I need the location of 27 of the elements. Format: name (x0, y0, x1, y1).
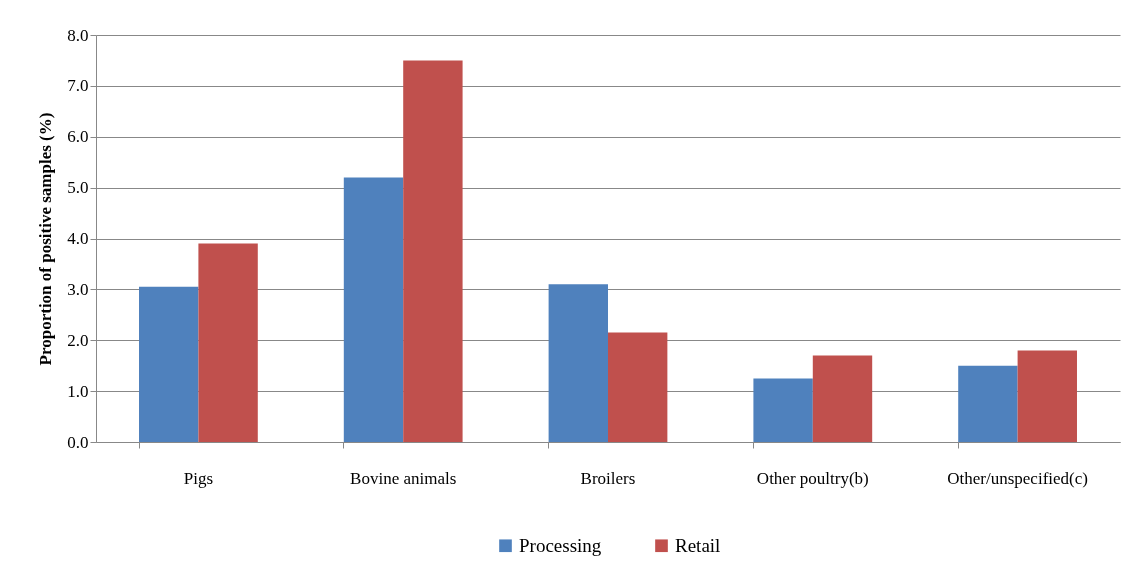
y-tick-label: 2.0 (67, 330, 89, 350)
bar (548, 284, 608, 442)
x-tick-label: Other poultry(b) (756, 468, 869, 488)
y-tick-label: 1.0 (67, 381, 89, 401)
bar (139, 286, 199, 442)
bar (753, 378, 813, 442)
y-tick-label: 7.0 (67, 76, 89, 96)
x-tick-label: Pigs (183, 468, 214, 488)
legend-label: Processing (519, 534, 602, 556)
legend-label: Retail (675, 534, 721, 556)
bar (343, 177, 404, 442)
y-tick-label: 8.0 (67, 25, 89, 45)
y-tick-label: 3.0 (67, 279, 89, 299)
y-tick-label: 4.0 (67, 229, 89, 248)
y-axis-title: Proportion of positive samples (%) (36, 112, 56, 366)
y-tick-label: 6.0 (67, 127, 89, 147)
x-tick-label: Bovine animals (350, 468, 457, 488)
y-tick-label: 0.0 (67, 432, 89, 452)
bar (608, 332, 668, 442)
x-tick-label: Other/unspecified(c) (947, 468, 1088, 488)
bar (812, 355, 873, 442)
y-tick-label: 5.0 (67, 178, 89, 198)
bar (198, 243, 258, 442)
x-tick-label: Broilers (580, 468, 636, 488)
bar (958, 365, 1018, 442)
bar (403, 60, 463, 442)
bar (1017, 350, 1077, 442)
